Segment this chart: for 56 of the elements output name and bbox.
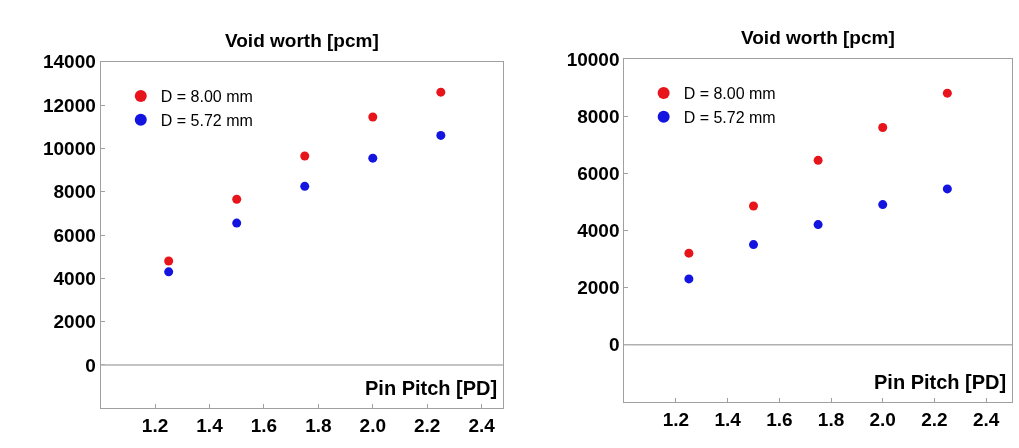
- legend-label: D = 5.72 mm: [160, 112, 253, 130]
- point: [813, 220, 823, 230]
- point: [164, 256, 174, 266]
- point: [232, 194, 242, 204]
- point: [878, 200, 888, 210]
- point: [813, 155, 823, 165]
- x-tick-label: 1.6: [766, 408, 793, 430]
- x-tick-label: 2.2: [414, 414, 441, 436]
- point: [436, 130, 446, 140]
- y-tick-label: 8000: [53, 181, 96, 203]
- y-tick-label: 8000: [577, 105, 620, 127]
- y-tick-label: 0: [608, 334, 620, 356]
- x-tick-label: 1.6: [250, 414, 278, 436]
- x-tick-label: 2.0: [869, 408, 896, 430]
- y-tick-label: 6000: [577, 162, 620, 184]
- point: [878, 122, 888, 132]
- point: [942, 184, 952, 194]
- x-tick-label: 1.4: [196, 414, 224, 436]
- point: [684, 248, 694, 258]
- y-tick-label: 6000: [53, 224, 96, 246]
- y-tick-label: 10000: [42, 138, 96, 160]
- x-axis-title: Pin Pitch [PD]: [874, 371, 1007, 393]
- chart-title: Void worth [pcm]: [741, 27, 895, 48]
- point: [368, 112, 378, 122]
- point: [749, 201, 758, 211]
- y-tick-label: 14000: [42, 51, 96, 73]
- point: [300, 151, 310, 161]
- x-tick-label: 1.4: [714, 408, 742, 430]
- point: [232, 218, 242, 228]
- x-tick-label: 1.2: [662, 408, 690, 430]
- x-tick-label: 2.2: [921, 408, 948, 430]
- point: [749, 240, 758, 250]
- x-axis-title: Pin Pitch [PD]: [365, 377, 498, 399]
- y-tick-label: 4000: [577, 219, 620, 241]
- point: [942, 88, 952, 98]
- y-tick-label: 4000: [53, 267, 96, 289]
- x-tick-label: 2.4: [468, 414, 496, 436]
- point: [164, 267, 174, 277]
- y-tick-label: 0: [85, 354, 96, 376]
- point: [436, 87, 446, 97]
- y-tick-label: 2000: [577, 277, 620, 299]
- chart-title: Void worth [pcm]: [225, 30, 379, 51]
- y-tick-label: 10000: [566, 48, 620, 70]
- x-tick-label: 1.8: [305, 414, 332, 436]
- x-tick-label: 1.2: [141, 414, 169, 436]
- legend-label: D = 5.72 mm: [683, 108, 776, 126]
- x-tick-label: 2.0: [359, 414, 386, 436]
- y-tick-label: 12000: [42, 94, 96, 116]
- legend-label: D = 8.00 mm: [160, 88, 253, 106]
- x-tick-label: 2.4: [972, 408, 1000, 430]
- y-tick-label: 2000: [53, 311, 96, 333]
- point: [368, 153, 378, 163]
- point: [684, 274, 694, 284]
- legend-label: D = 8.00 mm: [683, 85, 776, 103]
- x-tick-label: 1.8: [817, 408, 845, 430]
- point: [300, 181, 310, 191]
